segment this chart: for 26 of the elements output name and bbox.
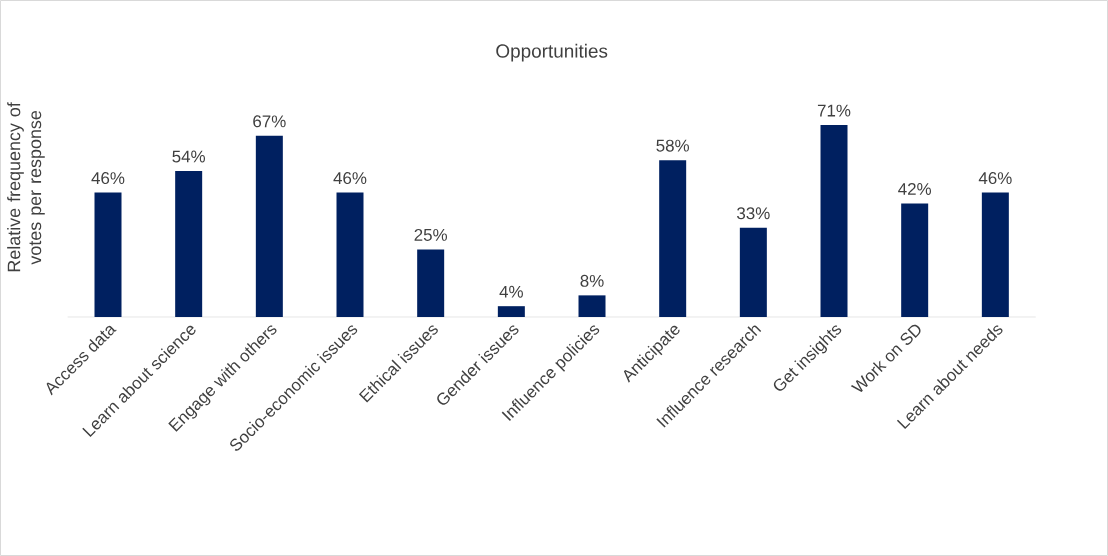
data-label: 8% (580, 274, 604, 287)
data-label: 4% (499, 285, 523, 298)
data-label: 54% (172, 150, 206, 163)
bar (901, 203, 929, 317)
data-label: 33% (737, 207, 770, 220)
bar (981, 192, 1009, 317)
data-label: 25% (414, 228, 448, 241)
bar (820, 125, 848, 317)
data-label: 46% (978, 172, 1012, 185)
bar (94, 192, 122, 317)
data-label: 67% (253, 115, 286, 128)
data-label: 71% (817, 104, 851, 117)
data-label: 42% (898, 182, 932, 195)
bar (497, 306, 525, 317)
data-label: 46% (91, 172, 125, 185)
bar (739, 227, 767, 317)
bar (336, 192, 364, 317)
bar (578, 295, 606, 317)
chart-title: Opportunities (496, 43, 608, 62)
bar (417, 249, 445, 317)
data-label: 46% (333, 172, 367, 185)
bar (659, 160, 687, 317)
y-axis-title: Relative frequency of votes per response (7, 102, 45, 272)
bar (255, 135, 283, 317)
bar (175, 170, 203, 317)
data-label: 58% (656, 139, 690, 152)
